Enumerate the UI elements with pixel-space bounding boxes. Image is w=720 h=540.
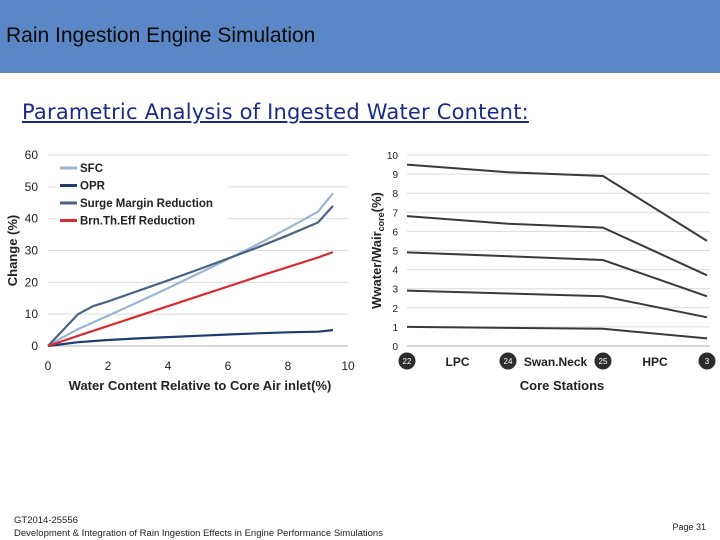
right-y-tick-label: 7	[392, 208, 398, 219]
legend-label: OPR	[80, 181, 106, 193]
left-x-tick-label: 0	[45, 359, 52, 373]
footer-paper-id: GT2014-25556	[14, 515, 78, 526]
left-y-axis-label: Change (%)	[5, 215, 20, 287]
slide-subtitle: Parametric Analysis of Ingested Water Co…	[22, 100, 529, 124]
right-chart-axes: 0 1 2 3 4 5 6 7 8 9 10 Wwater/Waircore(%) Core Stati…	[369, 151, 604, 393]
left-chart-legend: SFC OPR Surge Margin Reduction Brn.Th.Eff R…	[56, 158, 228, 234]
core-station-water-chart: 0 1 2 3 4 5 6 7 8 9 10 Wwater/Waircore(%) Core Stati…	[369, 151, 716, 393]
station-series-line-4	[406, 289, 708, 319]
right-y-tick-label: 1	[392, 323, 398, 334]
station-series-line-1	[406, 163, 708, 242]
section-label: HPC	[642, 355, 668, 369]
footer-reference: GT2014-25556 Development & Integration o…	[14, 514, 383, 540]
series-line-surge-margin-reduction	[47, 205, 334, 347]
station-marker-25	[594, 352, 612, 370]
series-line-sfc	[47, 192, 334, 347]
right-y-tick-label: 5	[392, 247, 398, 258]
station-marker-label: 3	[705, 357, 710, 366]
slide-title: Rain Ingestion Engine Simulation	[6, 24, 316, 47]
station-marker-24	[499, 352, 517, 370]
right-chart-stations: 22 24 25 3 LPC Swan.Neck HPC	[398, 352, 716, 370]
water-content-change-chart: 0 10 20 30 40 50 60 0 2 4 6 8 10 Water Content Relati…	[5, 148, 355, 393]
station-marker-22	[398, 352, 416, 370]
right-chart-grid	[407, 154, 710, 347]
right-y-tick-label: 9	[392, 170, 398, 181]
legend-background	[56, 158, 228, 234]
station-marker-3	[698, 352, 716, 370]
left-chart-axes: 0 10 20 30 40 50 60 0 2 4 6 8 10 Water Content Relati…	[5, 148, 355, 393]
right-y-tick-label: 0	[392, 342, 398, 353]
legend-label: Brn.Th.Eff Reduction	[80, 216, 195, 228]
left-x-tick-label: 6	[225, 359, 232, 373]
left-x-tick-label: 10	[341, 359, 355, 373]
right-y-tick-label: 10	[387, 151, 399, 162]
left-y-tick-label: 40	[25, 212, 39, 226]
section-label: LPC	[446, 355, 470, 369]
series-line-opr	[47, 329, 334, 348]
left-y-tick-label: 30	[25, 244, 39, 258]
station-marker-label: 22	[403, 357, 412, 366]
station-marker-label: 25	[599, 357, 608, 366]
left-chart-series	[47, 192, 334, 348]
series-line-brn-th-eff-reduction	[47, 251, 334, 348]
left-y-tick-label: 50	[25, 180, 39, 194]
left-x-axis-label: Water Content Relative to Core Air inlet…	[69, 378, 332, 393]
right-y-tick-label: 3	[392, 285, 398, 296]
station-marker-label: 24	[504, 357, 513, 366]
section-label: Swan.Neck	[524, 355, 588, 369]
legend-label: Surge Margin Reduction	[80, 198, 213, 210]
left-x-tick-label: 2	[105, 359, 112, 373]
footer-paper-title: Development & Integration of Rain Ingest…	[14, 528, 383, 539]
page-number: Page 31	[672, 522, 706, 532]
left-x-tick-label: 8	[285, 359, 292, 373]
left-x-tick-label: 4	[165, 359, 172, 373]
station-series-line-3	[406, 251, 708, 298]
left-y-tick-label: 0	[31, 339, 38, 353]
right-y-tick-label: 8	[392, 189, 398, 200]
right-y-axis-label: Wwater/Waircore(%)	[369, 192, 386, 309]
title-bar: Rain Ingestion Engine Simulation	[0, 0, 720, 73]
right-y-tick-label: 6	[392, 227, 398, 238]
right-x-axis-label: Core Stations	[520, 378, 605, 393]
station-series-line-5	[406, 325, 708, 340]
right-y-tick-label: 4	[392, 266, 398, 277]
right-chart-series	[406, 163, 708, 340]
left-y-tick-label: 10	[25, 307, 39, 321]
left-y-tick-label: 20	[25, 275, 39, 289]
station-series-line-2	[406, 215, 708, 277]
right-y-tick-label: 2	[392, 304, 398, 315]
legend-label: SFC	[80, 163, 103, 175]
left-y-tick-label: 60	[25, 148, 39, 162]
